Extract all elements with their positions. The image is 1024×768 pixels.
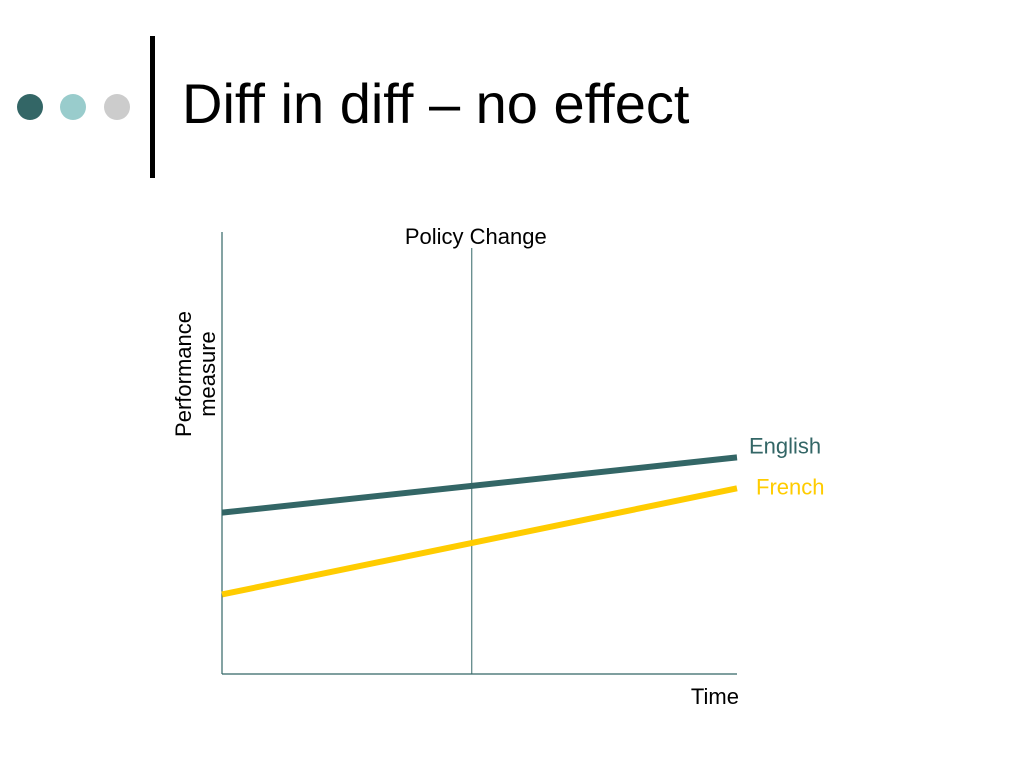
y-axis-label-line-2: measure xyxy=(195,331,220,417)
y-axis-label: Performance measure xyxy=(171,311,220,437)
bullet-dot-2 xyxy=(60,94,86,120)
series-line-english xyxy=(221,454,738,516)
series-label-french: French xyxy=(756,474,824,499)
series-line-french xyxy=(221,485,738,598)
slide-title: Diff in diff – no effect xyxy=(182,72,690,135)
series-label-english: English xyxy=(749,433,821,458)
policy-change-label: Policy Change xyxy=(405,224,547,249)
y-axis-label-line-1: Performance xyxy=(171,311,196,437)
bullet-dot-1 xyxy=(17,94,43,120)
title-divider xyxy=(150,36,155,178)
x-axis-label: Time xyxy=(691,684,739,709)
bullet-dot-3 xyxy=(104,94,130,120)
